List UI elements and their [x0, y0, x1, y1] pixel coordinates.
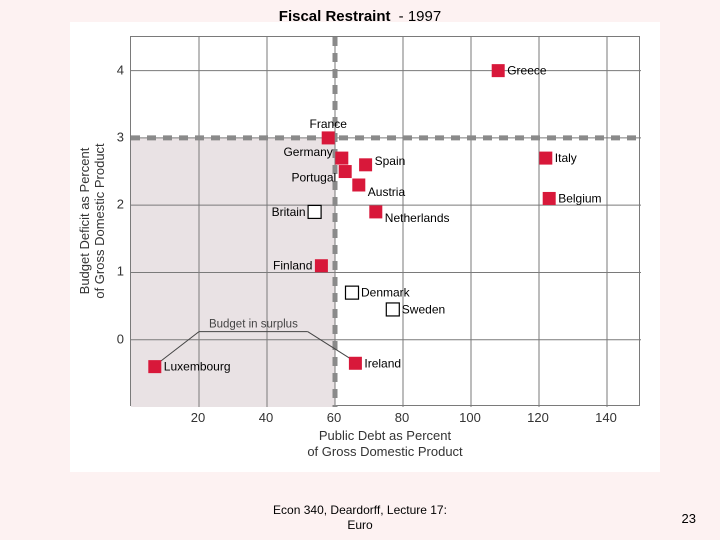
x-axis-label: Public Debt as Percent of Gross Domestic…: [130, 428, 640, 461]
data-point-greece: [492, 64, 505, 77]
x-tick: 140: [595, 410, 617, 425]
y-tick: 4: [117, 62, 124, 77]
fiscal-restraint-chart: Budget in surplus Greece Italy Belgium Franc…: [70, 22, 660, 472]
data-point-denmark: [346, 286, 359, 299]
x-tick: 80: [395, 410, 409, 425]
y-tick: 1: [117, 264, 124, 279]
data-point-portugal: [339, 165, 352, 178]
data-label-austria: Austria: [368, 185, 406, 199]
data-label-belgium: Belgium: [558, 191, 601, 205]
data-label-portugal: Portugal: [291, 171, 336, 185]
data-point-belgium: [543, 192, 556, 205]
data-point-finland: [315, 259, 328, 272]
data-label-germany: Germany: [283, 145, 332, 159]
footer-text: Econ 340, Deardorff, Lecture 17: Euro: [0, 503, 720, 532]
data-point-luxembourg: [148, 360, 161, 373]
y-tick: 2: [117, 197, 124, 212]
data-point-sweden: [386, 303, 399, 316]
plot-area: Budget in surplus Greece Italy Belgium Franc…: [130, 36, 640, 406]
data-point-netherlands: [369, 205, 382, 218]
data-label-sweden: Sweden: [402, 302, 445, 316]
x-tick: 40: [259, 410, 273, 425]
x-tick: 120: [527, 410, 549, 425]
data-label-france: France: [310, 117, 348, 131]
data-point-spain: [359, 158, 372, 171]
data-label-italy: Italy: [555, 151, 577, 165]
footer-line: Econ 340, Deardorff, Lecture 17: Euro: [273, 503, 447, 531]
slide-page: Fiscal Restraint - 1997 Budget in surplu…: [0, 0, 720, 540]
y-axis-label: Budget Deficit as Percent of Gross Domes…: [77, 143, 107, 298]
page-number: 23: [682, 511, 696, 526]
data-label-netherlands: Netherlands: [385, 211, 450, 225]
scatter-plot-svg: Budget in surplus Greece Italy Belgium Franc…: [131, 37, 641, 407]
data-label-denmark: Denmark: [361, 286, 411, 300]
data-label-spain: Spain: [375, 154, 406, 168]
data-label-britain: Britain: [272, 205, 306, 219]
x-tick: 60: [327, 410, 341, 425]
data-point-germany: [335, 152, 348, 165]
data-label-finland: Finland: [273, 259, 312, 273]
data-label-ireland: Ireland: [364, 356, 401, 370]
data-point-britain: [308, 205, 321, 218]
data-point-france: [322, 131, 335, 144]
data-label-greece: Greece: [507, 64, 547, 78]
surplus-note: Budget in surplus: [209, 319, 298, 331]
data-label-luxembourg: Luxembourg: [164, 360, 231, 374]
data-point-ireland: [349, 357, 362, 370]
y-tick: 0: [117, 331, 124, 346]
data-point-italy: [539, 152, 552, 165]
x-tick: 100: [459, 410, 481, 425]
x-tick: 20: [191, 410, 205, 425]
y-tick: 3: [117, 129, 124, 144]
data-point-austria: [352, 179, 365, 192]
